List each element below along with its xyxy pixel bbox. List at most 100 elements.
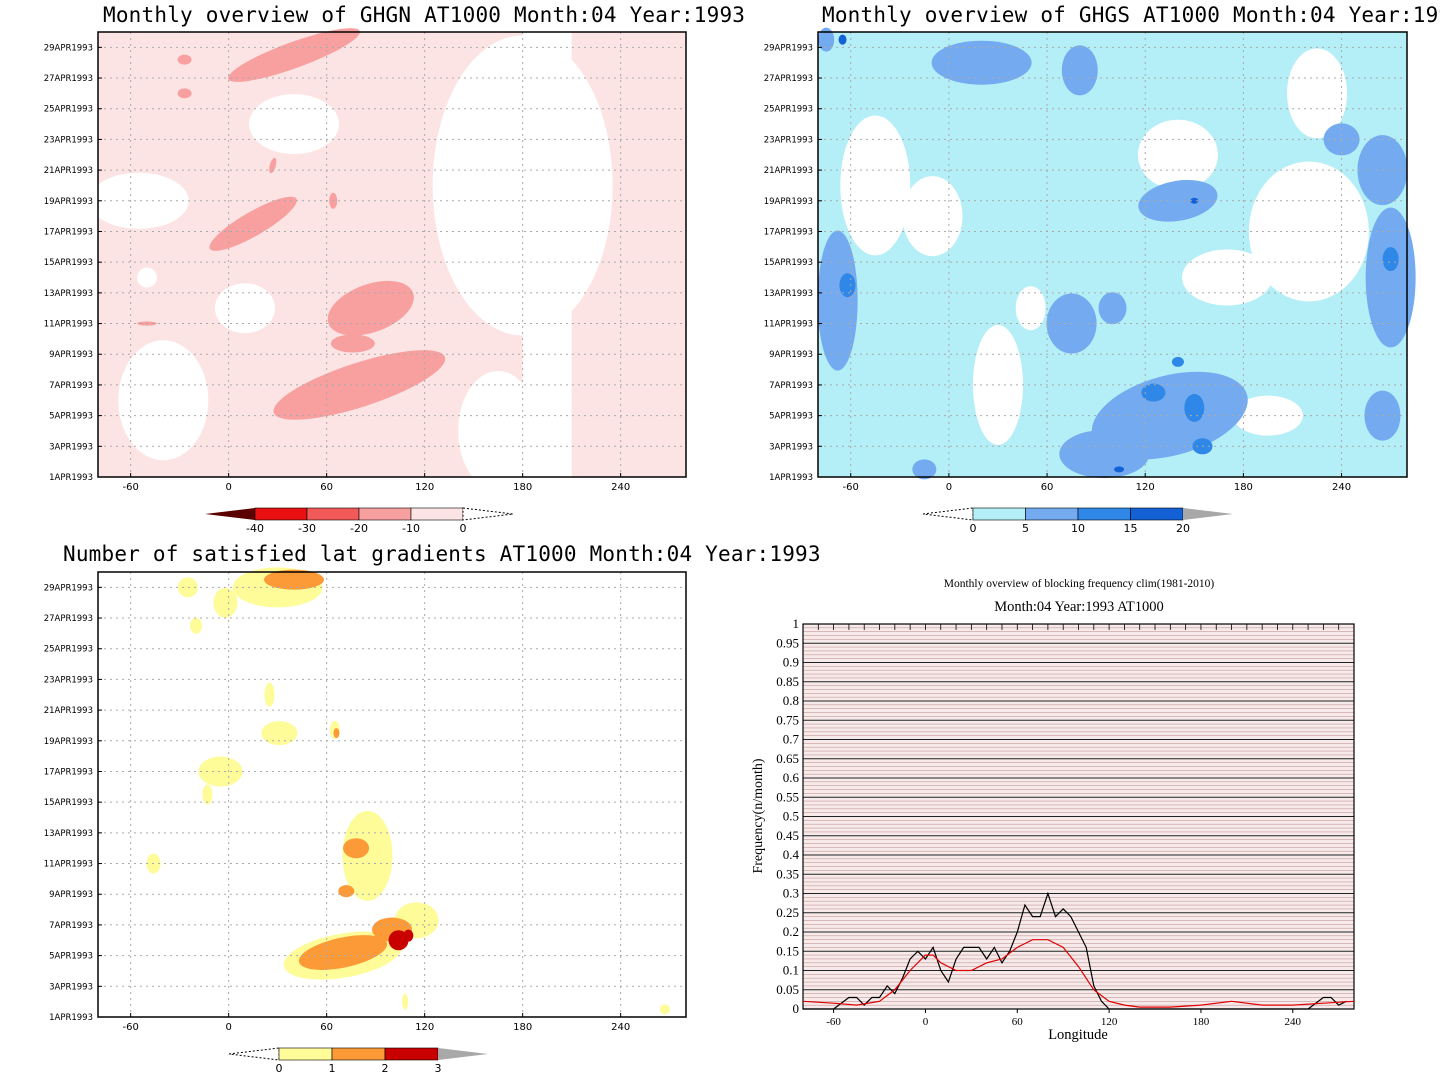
ghgn-gap	[88, 172, 189, 229]
ghgs-contour	[1098, 292, 1127, 325]
ghgn-gap	[249, 94, 339, 155]
date-tick-label: 11APR1993	[764, 320, 813, 330]
ghgn-colorbar-swatch	[358, 507, 412, 521]
date-tick-label: 7APR1993	[49, 921, 93, 931]
lon-tick-label: 60	[1041, 482, 1054, 493]
date-tick-label: 7APR1993	[49, 381, 93, 391]
lon-tick-label: 120	[415, 1022, 434, 1033]
lon-tick-label: -60	[843, 482, 859, 493]
y-tick-label: 0.9	[783, 655, 799, 670]
y-tick-label: 0	[793, 1001, 800, 1016]
ghgs-gap	[1137, 119, 1218, 190]
gradients-contour	[659, 1004, 670, 1015]
gradients-panel: -60 0 60 120 180 2401APR19933APR19935APR19937…	[44, 567, 687, 1075]
gradients-contour	[402, 993, 409, 1010]
x-tick-label: 120	[1101, 1016, 1118, 1028]
gradients-colorbar-swatch	[278, 1047, 333, 1061]
ghgs-contour	[1138, 179, 1218, 222]
date-tick-label: 23APR1993	[764, 135, 813, 145]
date-tick-label: 29APR1993	[44, 43, 93, 53]
ghgn-gap	[137, 267, 157, 288]
y-tick-label: 0.1	[783, 963, 799, 978]
gradients-colorbar-swatch	[331, 1047, 386, 1061]
ghgn-colorbar-label: -30	[298, 522, 316, 535]
gradients-contour	[190, 617, 202, 634]
gradients-contour	[177, 577, 198, 598]
ghgs-contour	[912, 459, 937, 480]
ghgs-colorbar-label: 15	[1124, 522, 1138, 535]
y-tick-label: 0.3	[783, 886, 799, 901]
lon-tick-label: -60	[122, 1022, 138, 1033]
y-tick-label: 0.85	[776, 674, 799, 689]
date-tick-label: 5APR1993	[49, 412, 93, 422]
date-tick-label: 29APR1993	[44, 583, 93, 593]
lon-tick-label: 240	[611, 1022, 630, 1033]
date-tick-label: 5APR1993	[769, 412, 813, 422]
y-tick-label: 0.95	[776, 635, 799, 650]
y-tick-label: 0.15	[776, 943, 799, 958]
lon-tick-label: 180	[513, 1022, 532, 1033]
ghgs-gap	[1232, 395, 1303, 436]
date-tick-label: 11APR1993	[44, 860, 93, 870]
date-tick-label: 21APR1993	[44, 166, 93, 176]
date-tick-label: 1APR1993	[49, 1013, 93, 1023]
gradients-contour	[198, 756, 243, 787]
y-axis-label: Frequency(n/month)	[751, 758, 766, 873]
y-tick-label: 0.75	[776, 712, 799, 727]
lon-tick-label: 0	[225, 482, 231, 493]
date-tick-label: 19APR1993	[764, 197, 813, 207]
ghgs-contour	[817, 230, 858, 371]
date-tick-label: 23APR1993	[44, 135, 93, 145]
ghgs-contour	[839, 273, 856, 298]
y-tick-label: 0.4	[783, 847, 800, 862]
date-tick-label: 15APR1993	[44, 798, 93, 808]
ghgs-colorbar-left-triangle	[922, 507, 974, 521]
series-line-observed	[803, 891, 1347, 1010]
lon-tick-label: 60	[320, 1022, 333, 1033]
gradients-title: Number of satisfied lat gradients AT1000…	[63, 542, 821, 566]
ghgn-gap	[432, 35, 613, 336]
ghgs-gap	[1248, 161, 1369, 302]
ghgn-gap	[458, 370, 539, 491]
lon-tick-label: 120	[1136, 482, 1155, 493]
date-tick-label: 3APR1993	[769, 442, 813, 452]
ghgn-colorbar-swatch	[410, 507, 464, 521]
y-tick-label: 0.05	[776, 982, 799, 997]
lon-tick-label: 60	[320, 482, 333, 493]
ghgs-contour	[1190, 197, 1199, 204]
ghgs-gap	[902, 176, 963, 257]
ghgs-contour	[818, 27, 835, 52]
lon-tick-label: 120	[415, 482, 434, 493]
date-tick-label: 7APR1993	[769, 381, 813, 391]
gradients-colorbar-right-triangle	[438, 1048, 488, 1060]
y-tick-label: 0.25	[776, 905, 799, 920]
ghgn-contour	[228, 28, 360, 82]
gradients-colorbar-swatch	[384, 1047, 439, 1061]
gradients-colorbar-left-triangle	[228, 1047, 280, 1061]
lon-tick-label: 180	[1234, 482, 1253, 493]
date-tick-label: 19APR1993	[44, 737, 93, 747]
date-tick-label: 21APR1993	[44, 706, 93, 716]
gradients-contour	[202, 784, 213, 805]
y-tick-label: 0.65	[776, 751, 799, 766]
date-tick-label: 27APR1993	[44, 74, 93, 84]
date-tick-label: 25APR1993	[44, 105, 93, 115]
ghgs-contour	[1365, 207, 1416, 348]
ghgn-colorbar-label: 0	[460, 522, 467, 535]
y-tick-label: 0.8	[783, 693, 799, 708]
lon-tick-label: -60	[122, 482, 138, 493]
plot-frame	[97, 571, 687, 1018]
ghgn-gap	[118, 340, 209, 461]
date-tick-label: 25APR1993	[764, 105, 813, 115]
plot-frame	[817, 31, 1408, 478]
ghgs-gap	[1182, 249, 1273, 306]
ghgs-colorbar-label: 0	[970, 522, 977, 535]
ghgs-gap	[1015, 286, 1046, 331]
ghgn-title: Monthly overview of GHGN AT1000 Month:04…	[103, 3, 746, 27]
x-tick-label: 180	[1193, 1016, 1210, 1028]
ghgn-panel: -60 0 60 120 180 240 1APR1993 3APR1993 5APR1993 7…	[44, 28, 687, 535]
ghgs-contour	[1114, 466, 1125, 473]
gradients-contour	[333, 728, 340, 739]
blocking-panel: Monthly overview of blocking frequency c…	[751, 578, 1355, 1043]
